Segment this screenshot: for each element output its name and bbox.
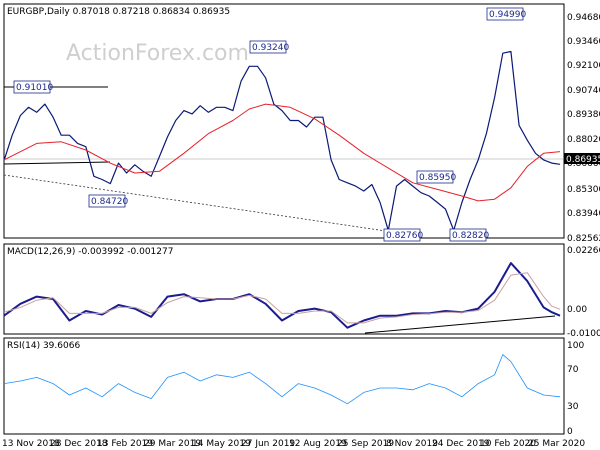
rsi-title: RSI(14) 39.6066 [7,341,80,351]
x-tick: 25 Sep 2019 [337,439,394,449]
macd-y-axis: 0.022662 0.00 -0.010052 [567,246,600,339]
x-tick: 24 Dec 2019 [432,439,490,449]
macd-title: MACD(12,26,9) -0.003992 -0.001277 [7,247,173,257]
x-tick: 8 Nov 2019 [386,439,438,449]
price-series-line-1 [3,103,561,202]
rsi-panel-frame [3,337,565,435]
price-series-group [3,50,561,231]
macd-panel-frame [3,243,565,335]
rsi-series-group [3,354,561,405]
rsi-series-line-0 [3,354,561,405]
x-tick: 29 Mar 2019 [144,439,201,449]
macd-y-tick: -0.010052 [567,329,600,339]
x-tick: 25 Mar 2020 [528,439,585,449]
rsi-y-tick: 0 [567,427,573,437]
last-price-marker [564,153,600,164]
annotation-0: 0.91010 [16,83,53,93]
annotation-2: 0.93240 [252,43,289,53]
watermark: ActionForex.com [66,41,249,66]
annotation-5: 0.82820 [452,231,489,241]
x-tick: 12 Aug 2019 [289,439,347,449]
price-panel-frame [3,3,565,239]
rsi-y-tick: 70 [567,365,579,375]
x-tick: 10 Feb 2020 [480,439,536,449]
price-chart-title: EURGBP,Daily 0.87018 0.87218 0.86834 0.8… [7,7,230,17]
macd-trendline [364,315,556,334]
macd-y-tick: 0.00 [567,305,587,315]
annotation-4: 0.82760 [386,231,423,241]
price-horizontal-line-left [3,161,111,165]
x-tick: 27 Jun 2019 [241,439,295,449]
x-tick: 28 Dec 2018 [50,439,108,449]
last-price-label: 0.86935 [566,155,600,165]
rsi-y-tick: 30 [567,402,579,412]
annotation-3: 0.85950 [419,173,456,183]
x-tick: 14 May 2019 [192,439,251,449]
rsi-y-axis: 100 70 30 0 [567,341,584,437]
annotation-1: 0.84720 [91,197,128,207]
macd-y-tick: 0.022662 [567,246,600,256]
annotation-6: 0.94990 [489,10,526,20]
price-y-tick: 0.82562 [567,234,600,244]
price-series-line-0 [3,50,561,231]
price-annotations: 0.91010 0.84720 0.93240 0.85950 0.82760 … [13,7,526,242]
macd-series-group [3,262,561,329]
rsi-y-tick: 100 [567,341,584,351]
x-tick: 13 Feb 2019 [97,439,153,449]
x-axis: 13 Nov 2018 28 Dec 2018 13 Feb 2019 29 M… [2,439,585,449]
macd-series-line-1 [3,272,561,324]
macd-series-line-0 [3,262,561,329]
x-tick: 13 Nov 2018 [2,439,60,449]
